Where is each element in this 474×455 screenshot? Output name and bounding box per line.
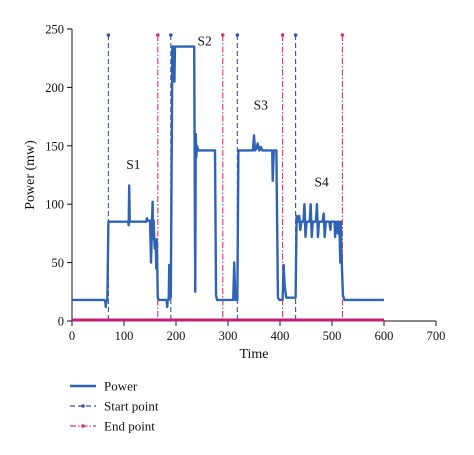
- y-axis-title: Power (mw): [23, 140, 38, 210]
- end-point-marker: [280, 33, 285, 37]
- y-tick-label: 0: [58, 315, 64, 329]
- power-series: [72, 45, 384, 309]
- start-point-marker: [106, 33, 111, 37]
- x-tick-label: 600: [375, 329, 394, 343]
- x-tick-label: 500: [323, 329, 342, 343]
- start-point-marker: [235, 33, 240, 37]
- x-axis-title: Time: [239, 347, 268, 362]
- start-point-marker: [293, 33, 298, 37]
- x-tick-label: 0: [69, 329, 75, 343]
- y-tick-label: 50: [52, 256, 65, 270]
- y-tick-label: 100: [45, 198, 64, 212]
- axes: 0 100 200 300 400 500 600 700 0 50 100 150 200 250 Tim…: [23, 23, 445, 363]
- start-point-marker: [169, 33, 173, 37]
- segment-label-3: S3: [254, 98, 269, 113]
- x-tick-label: 300: [219, 329, 238, 343]
- power-line: [72, 45, 384, 309]
- marker-lines: [106, 33, 345, 321]
- segment-annotations: S1 S2 S3 S4: [126, 33, 329, 189]
- end-point-marker: [221, 33, 225, 37]
- legend: Power Start point End point: [70, 379, 159, 434]
- y-tick-label: 200: [45, 81, 64, 95]
- x-tick-label: 100: [115, 329, 134, 343]
- segment-label-2: S2: [197, 33, 211, 48]
- end-point-marker: [340, 33, 345, 37]
- legend-end-marker: [81, 424, 85, 428]
- x-tick-label: 700: [427, 329, 446, 343]
- segment-label-4: S4: [314, 175, 329, 190]
- x-tick-label: 400: [271, 329, 290, 343]
- segment-label-1: S1: [126, 157, 140, 172]
- legend-end-label: End point: [104, 419, 155, 434]
- legend-power-label: Power: [104, 379, 138, 394]
- end-point-marker: [156, 33, 160, 37]
- x-tick-label: 200: [167, 329, 186, 343]
- legend-start-label: Start point: [104, 399, 159, 414]
- legend-start-marker: [81, 404, 85, 408]
- y-tick-label: 150: [45, 139, 64, 153]
- y-tick-label: 250: [45, 23, 64, 37]
